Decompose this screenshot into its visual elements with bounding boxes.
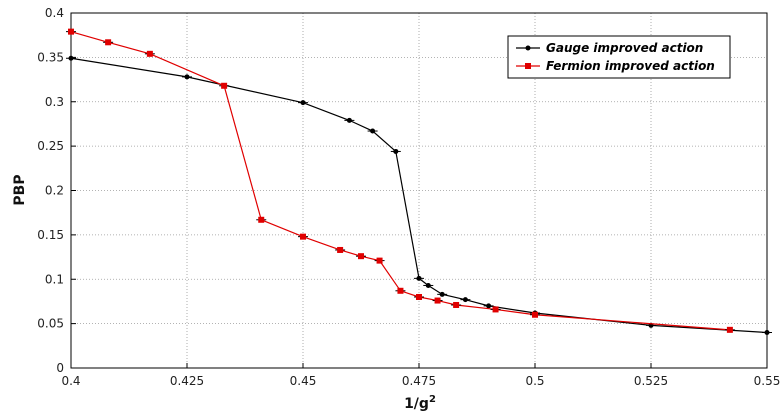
data-point-fermion [532, 311, 538, 318]
data-point-fermion [358, 253, 364, 260]
x-tick-label: 0.4 [61, 374, 80, 388]
series-line-gauge [70, 57, 768, 334]
data-point-gauge [184, 74, 190, 80]
data-point-gauge [439, 291, 445, 297]
data-point-fermion [453, 301, 460, 308]
legend-entry-fermion: Fermion improved action [516, 59, 715, 73]
series-layer [66, 28, 772, 335]
y-axis-label: PBP [12, 174, 28, 205]
data-point-gauge [764, 330, 770, 335]
legend-marker-gauge [525, 45, 531, 51]
x-tick-label: 0.55 [754, 374, 781, 388]
data-point-gauge [462, 297, 468, 303]
axis-ticks: 0.4 0.425 0.45 0.475 0.5 0.525 0.55 0 0.05 0.1 0.1… [37, 6, 780, 388]
x-tick-label: 0.45 [290, 374, 317, 388]
y-tick-label: 0.15 [37, 228, 64, 242]
data-point-fermion [221, 82, 228, 89]
y-tick-label: 0.1 [45, 272, 64, 286]
data-point-fermion [300, 233, 306, 240]
y-tick-label: 0.35 [37, 50, 64, 64]
legend-label-fermion: Fermion improved action [546, 59, 715, 73]
legend-label-gauge: Gauge improved action [546, 41, 703, 55]
series-line-fermion [70, 31, 730, 331]
data-point-fermion [146, 50, 153, 57]
y-tick-label: 0.2 [45, 184, 64, 198]
data-point-fermion [397, 287, 404, 294]
data-point-gauge [68, 55, 74, 61]
data-point-gauge [393, 148, 399, 154]
data-point-fermion [434, 297, 441, 304]
data-point-fermion [726, 326, 733, 333]
y-tick-label: 0.4 [45, 6, 64, 20]
legend: Gauge improved action Fermion improved a… [507, 35, 731, 79]
x-tick-label: 0.425 [170, 374, 204, 388]
data-point-gauge [416, 275, 422, 281]
x-axis-label: 1/g2 [404, 394, 436, 412]
legend-entry-gauge: Gauge improved action [516, 41, 703, 55]
y-tick-label: 0.05 [37, 317, 64, 331]
data-point-fermion [492, 306, 499, 313]
data-point-fermion [376, 257, 383, 264]
data-point-gauge [346, 117, 352, 123]
series-fermion [66, 28, 735, 333]
data-point-gauge [486, 303, 492, 309]
data-point-fermion [105, 39, 112, 46]
legend-box [507, 35, 731, 79]
y-tick-label: 0.25 [37, 139, 64, 153]
data-point-fermion [416, 294, 422, 300]
x-tick-label: 0.475 [402, 374, 436, 388]
data-point-fermion [68, 28, 74, 35]
x-tick-label: 0.525 [634, 374, 668, 388]
y-tick-label: 0 [56, 361, 64, 375]
data-point-fermion [337, 246, 344, 253]
legend-marker-fermion [525, 63, 531, 69]
data-point-gauge [425, 282, 431, 288]
data-point-gauge [370, 128, 376, 134]
data-point-fermion [258, 216, 265, 223]
data-point-gauge [300, 100, 306, 106]
x-tick-label: 0.5 [525, 374, 544, 388]
y-tick-label: 0.3 [45, 95, 64, 109]
